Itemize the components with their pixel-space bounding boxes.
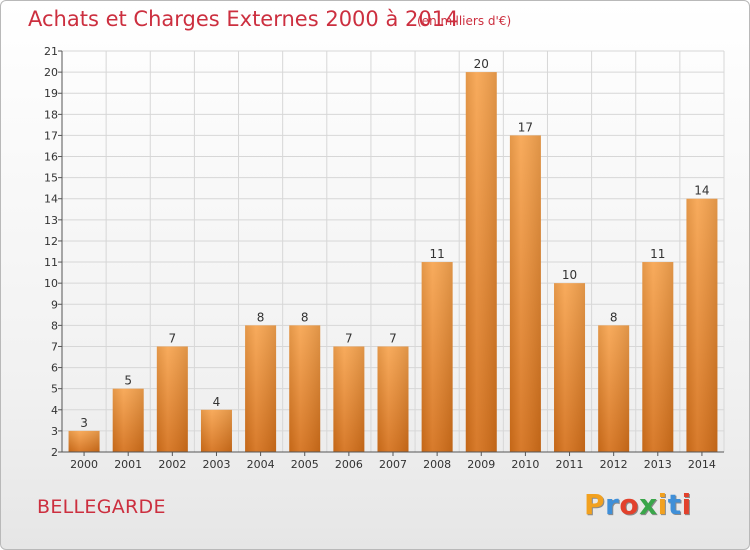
- bar-shine: [112, 388, 144, 452]
- y-tick-label: 8: [51, 319, 58, 332]
- x-tick-label: 2008: [423, 458, 451, 471]
- y-tick-label: 19: [44, 87, 58, 100]
- bar-shine: [245, 325, 277, 452]
- logo-letter: P: [584, 488, 606, 521]
- data-label: 7: [389, 331, 397, 345]
- data-label: 20: [474, 57, 489, 71]
- x-tick-label: 2003: [202, 458, 230, 471]
- y-tick-label: 21: [44, 45, 58, 58]
- y-tick-label: 7: [51, 340, 58, 353]
- logo-letter: x: [639, 488, 658, 521]
- x-tick-label: 2005: [291, 458, 319, 471]
- x-tick-label: 2009: [467, 458, 495, 471]
- bar-shine: [465, 72, 497, 453]
- logo-letter: r: [605, 488, 620, 521]
- data-label: 17: [518, 120, 533, 134]
- y-tick-label: 2: [51, 446, 58, 459]
- x-tick-label: 2012: [600, 458, 628, 471]
- y-tick-label: 4: [51, 404, 58, 417]
- bar-shine: [642, 262, 674, 452]
- bars-group: [68, 72, 718, 453]
- logo-letter: t: [667, 488, 682, 521]
- y-tick-label: 10: [44, 277, 58, 290]
- data-label: 8: [610, 310, 618, 324]
- y-tick-label: 20: [44, 66, 58, 79]
- logo-letter: i: [657, 488, 668, 521]
- x-tick-label: 2004: [247, 458, 275, 471]
- y-tick-label: 6: [51, 362, 58, 375]
- axes-group: [58, 50, 724, 456]
- y-tick-label: 12: [44, 235, 58, 248]
- bar-shine: [509, 135, 541, 452]
- y-tick-label: 18: [44, 108, 58, 121]
- bar-shine: [156, 346, 188, 452]
- bar-shine: [686, 198, 718, 452]
- y-tick-label: 5: [51, 383, 58, 396]
- data-label: 5: [124, 374, 132, 388]
- data-label: 14: [694, 184, 709, 198]
- x-tick-label: 2001: [114, 458, 142, 471]
- data-label: 7: [345, 331, 353, 345]
- data-label: 8: [301, 310, 309, 324]
- bar-shine: [200, 409, 232, 452]
- data-label: 3: [80, 416, 88, 430]
- x-tick-label: 2011: [556, 458, 584, 471]
- bar-shine: [289, 325, 321, 452]
- y-tick-label: 17: [44, 129, 58, 142]
- data-label: 8: [257, 310, 265, 324]
- x-tick-label: 2014: [688, 458, 716, 471]
- bar-shine: [68, 430, 100, 452]
- chart-title: Achats et Charges Externes 2000 à 2014: [28, 7, 459, 31]
- bar-shine: [377, 346, 409, 452]
- x-tick-label: 2002: [158, 458, 186, 471]
- x-tick-label: 2010: [511, 458, 539, 471]
- logo-letter: i: [681, 488, 692, 521]
- bar-shine: [421, 262, 453, 452]
- y-tick-label: 13: [44, 214, 58, 227]
- data-label: 11: [650, 247, 665, 261]
- x-tick-label: 2013: [644, 458, 672, 471]
- proxiti-logo: Proxiti: [584, 488, 692, 521]
- bar-shine: [333, 346, 365, 452]
- y-tick-label: 16: [44, 151, 58, 164]
- bar-shine: [554, 283, 586, 452]
- y-tick-label: 9: [51, 298, 58, 311]
- data-label: 4: [213, 395, 221, 409]
- x-tick-label: 2007: [379, 458, 407, 471]
- bar-shine: [598, 325, 630, 452]
- city-name: BELLEGARDE: [37, 496, 166, 518]
- x-tick-label: 2006: [335, 458, 363, 471]
- y-tick-label: 3: [51, 425, 58, 438]
- y-tick-label: 15: [44, 172, 58, 185]
- data-label: 11: [429, 247, 444, 261]
- y-tick-label: 11: [44, 256, 58, 269]
- logo-letter: o: [619, 488, 640, 521]
- labels-group: 2 3 4 5 6 7 8 9 10 11 12 13 14 15 16 17 18 19 20 21 3 2000 5 20…: [44, 45, 716, 471]
- chart-subtitle: (en milliers d'€): [417, 14, 512, 28]
- x-tick-label: 2000: [70, 458, 98, 471]
- y-tick-label: 14: [44, 193, 58, 206]
- data-label: 10: [562, 268, 577, 282]
- data-label: 7: [169, 331, 177, 345]
